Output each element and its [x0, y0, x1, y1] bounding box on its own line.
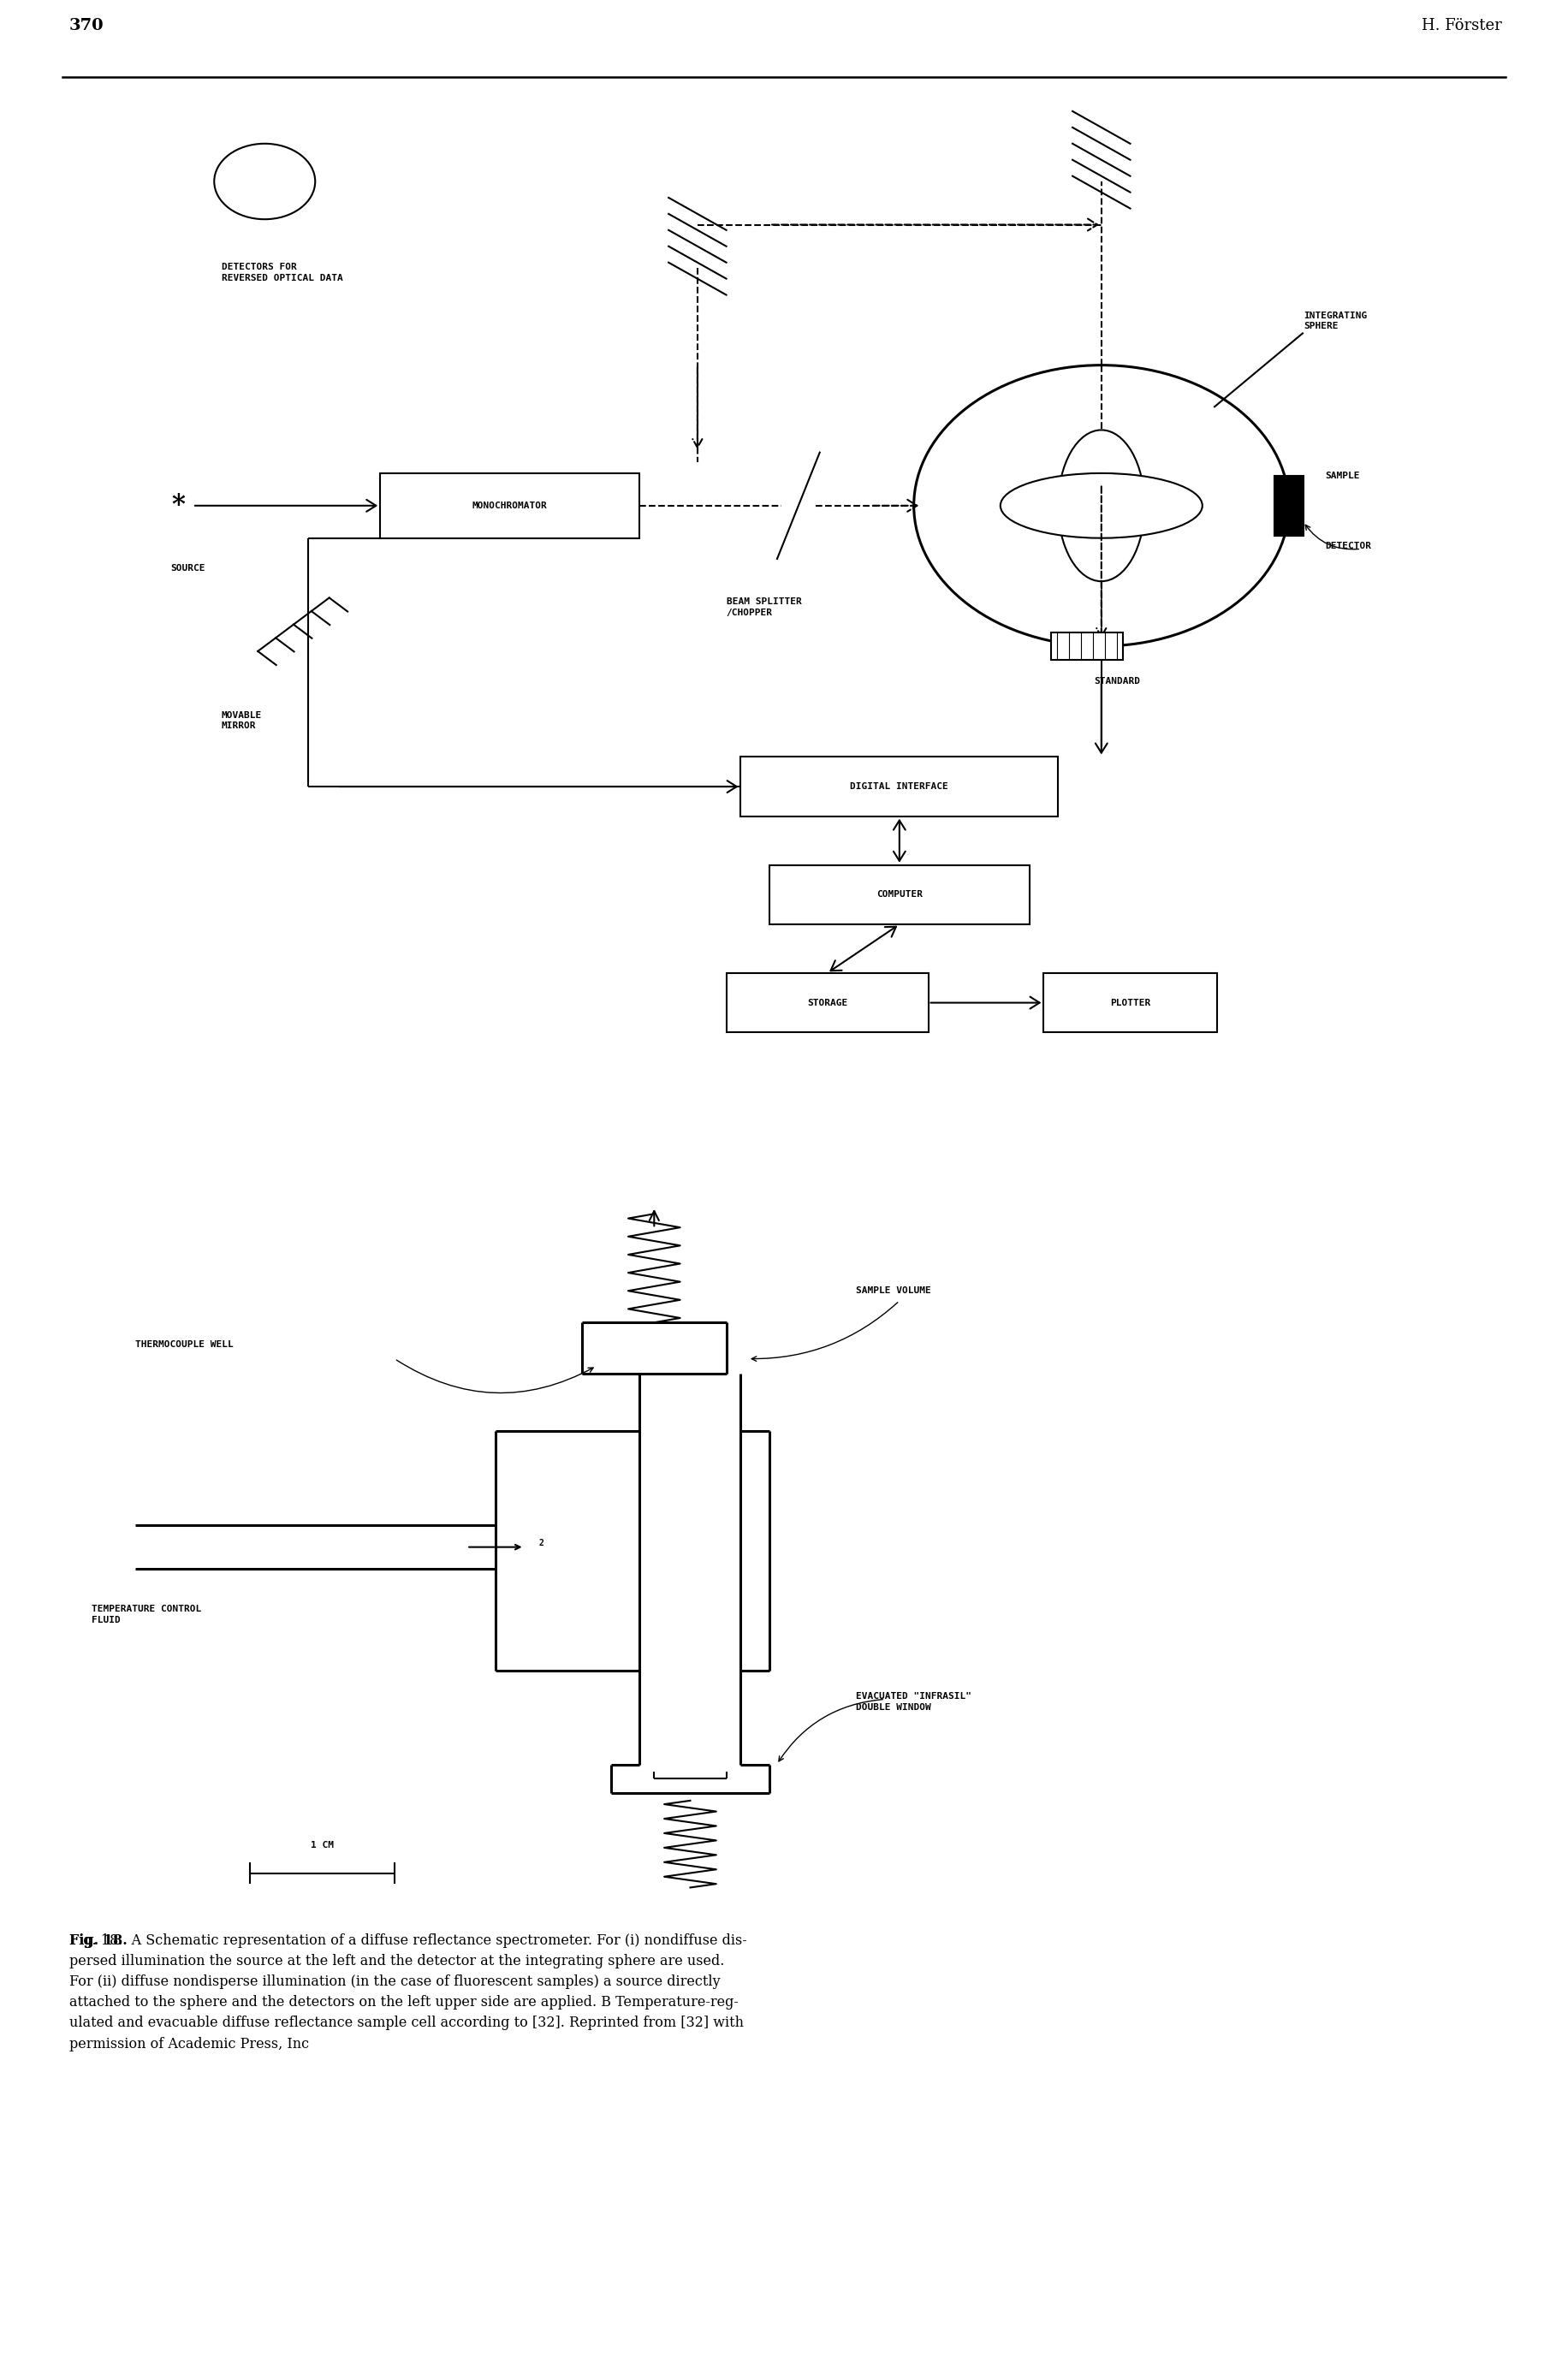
Bar [1044, 974, 1217, 1033]
Text: Fig. 18.: Fig. 18. [69, 1933, 127, 1948]
Text: 1 CM: 1 CM [310, 1841, 334, 1850]
Text: STORAGE: STORAGE [808, 998, 847, 1007]
Text: THERMOCOUPLE WELL: THERMOCOUPLE WELL [135, 1340, 234, 1349]
Bar [379, 473, 640, 539]
Text: STANDARD: STANDARD [1094, 677, 1140, 686]
Text: DETECTORS FOR
REVERSED OPTICAL DATA: DETECTORS FOR REVERSED OPTICAL DATA [221, 264, 343, 283]
Text: INTEGRATING
SPHERE: INTEGRATING SPHERE [1303, 311, 1367, 330]
Text: EVACUATED "INFRASIL"
DOUBLE WINDOW: EVACUATED "INFRASIL" DOUBLE WINDOW [856, 1691, 972, 1712]
Text: H. Förster: H. Förster [1422, 17, 1502, 33]
Text: 370: 370 [69, 17, 103, 33]
Ellipse shape [1058, 430, 1145, 582]
Text: DIGITAL INTERFACE: DIGITAL INTERFACE [850, 781, 949, 791]
Text: MOVABLE
MIRROR: MOVABLE MIRROR [221, 710, 262, 732]
Text: BEAM SPLITTER
/CHOPPER: BEAM SPLITTER /CHOPPER [726, 598, 801, 618]
Bar [726, 974, 928, 1033]
Text: 2: 2 [539, 1539, 544, 1548]
Text: SAMPLE: SAMPLE [1325, 473, 1359, 480]
Bar [1051, 632, 1123, 660]
Text: COMPUTER: COMPUTER [877, 891, 922, 900]
Ellipse shape [1000, 473, 1203, 539]
Text: Fig. 18.  A Schematic representation of a diffuse reflectance spectrometer. For : Fig. 18. A Schematic representation of a… [69, 1933, 746, 2052]
Bar [740, 758, 1058, 817]
Text: SAMPLE VOLUME: SAMPLE VOLUME [856, 1287, 931, 1294]
Text: MONOCHROMATOR: MONOCHROMATOR [472, 501, 547, 511]
Text: *: * [171, 492, 185, 518]
Bar [770, 864, 1029, 924]
Bar [1275, 475, 1303, 534]
Text: DETECTOR: DETECTOR [1325, 542, 1370, 551]
Text: SOURCE: SOURCE [171, 563, 205, 572]
Text: TEMPERATURE CONTROL
FLUID: TEMPERATURE CONTROL FLUID [91, 1606, 201, 1625]
Circle shape [215, 142, 315, 219]
Text: PLOTTER: PLOTTER [1110, 998, 1151, 1007]
Circle shape [914, 366, 1289, 646]
